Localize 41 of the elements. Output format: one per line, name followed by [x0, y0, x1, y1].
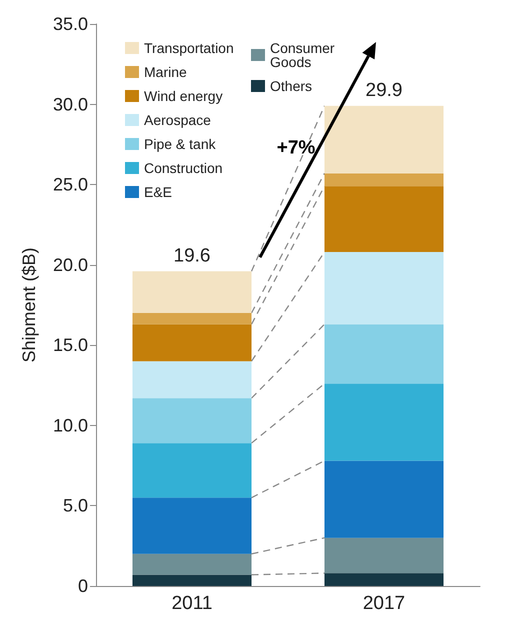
y-tick-label: 30.0 — [52, 94, 88, 114]
legend-label: Wind energy — [144, 88, 223, 104]
y-tick-label: 35.0 — [52, 14, 88, 34]
bar — [132, 398, 252, 444]
y-tick-label: 5.0 — [62, 496, 88, 516]
bar — [324, 460, 444, 538]
legend-label: Consumer Goods — [270, 40, 335, 70]
bar — [132, 271, 252, 314]
bar — [132, 498, 252, 554]
legend-label: Transportation — [144, 40, 234, 56]
bar — [324, 384, 444, 461]
bar — [324, 252, 444, 324]
x-tick-label: 2017 — [362, 593, 406, 614]
legend-label: Others — [270, 78, 312, 94]
x-tick-label: 2011 — [172, 593, 212, 614]
y-tick-label: 0 — [78, 576, 88, 596]
bar — [324, 173, 444, 186]
bar — [324, 573, 444, 586]
annotation: +7% — [276, 138, 316, 159]
bar — [132, 443, 252, 498]
y-tick-label: 25.0 — [52, 174, 88, 195]
bar — [132, 554, 252, 575]
y-tick-label: 20.0 — [52, 254, 88, 275]
bar — [324, 106, 444, 174]
y-tick-label: 15.0 — [52, 335, 88, 356]
total-label: 29.9 — [366, 80, 402, 101]
bar — [132, 324, 252, 362]
bar — [324, 538, 444, 574]
bar — [132, 313, 252, 324]
y-axis-title: Shipment ($B) — [19, 247, 39, 363]
bar — [324, 186, 444, 252]
legend-label: E&E — [144, 184, 172, 200]
bar — [132, 361, 252, 398]
legend-label: Aerospace — [144, 112, 212, 128]
legend-label: Construction — [144, 160, 223, 176]
legend-label: Marine — [144, 64, 188, 80]
bar — [324, 324, 444, 384]
total-label: 19.6 — [174, 245, 210, 266]
bar — [132, 574, 252, 586]
y-tick-label: 10.0 — [52, 415, 88, 436]
legend-label: Pipe & tank — [144, 136, 217, 152]
